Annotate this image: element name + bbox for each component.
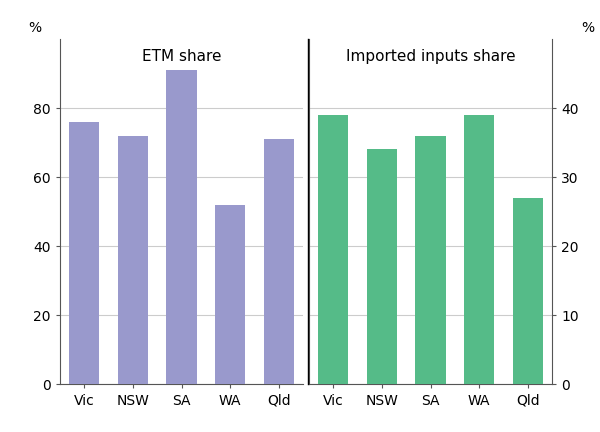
Text: ETM share: ETM share — [142, 49, 221, 64]
Text: Imported inputs share: Imported inputs share — [346, 49, 515, 64]
Bar — [118, 136, 148, 384]
Bar — [215, 205, 245, 384]
Bar — [512, 198, 543, 384]
Text: %: % — [28, 22, 41, 35]
Bar — [166, 70, 197, 384]
Bar — [69, 122, 100, 384]
Text: %: % — [581, 22, 594, 35]
Bar — [263, 139, 294, 384]
Bar — [367, 149, 397, 384]
Bar — [415, 136, 446, 384]
Bar — [464, 115, 494, 384]
Bar — [318, 115, 349, 384]
